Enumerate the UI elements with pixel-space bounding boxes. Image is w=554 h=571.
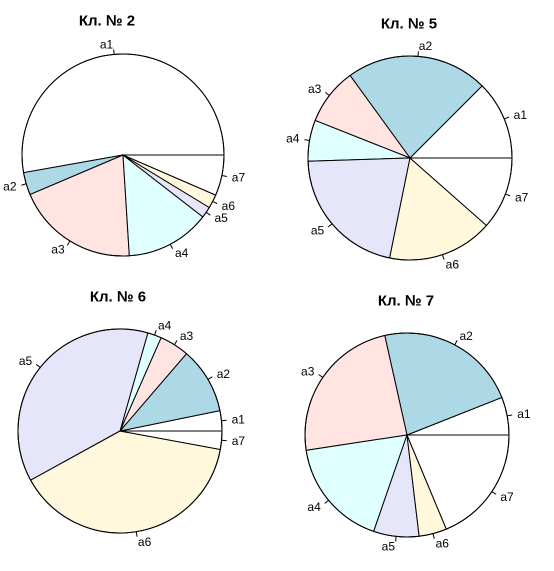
label-leader-line — [324, 499, 329, 504]
slice-label-a5: a5 — [311, 223, 325, 237]
label-leader-line — [304, 139, 310, 141]
label-leader-line — [21, 183, 27, 186]
label-leader-line — [318, 374, 324, 378]
slice-label-a5: a5 — [214, 211, 228, 225]
slice-label-a4: a4 — [307, 500, 321, 514]
label-leader-line — [212, 200, 218, 205]
label-leader-line — [432, 533, 435, 539]
pie-outline — [21, 53, 225, 257]
label-leader-line — [66, 240, 71, 246]
label-leader-line — [441, 254, 445, 260]
slice-label-a6: a6 — [138, 535, 152, 549]
slice-label-a1: a1 — [100, 37, 114, 51]
slice-label-a2: a2 — [419, 39, 433, 53]
slice-label-a2: a2 — [217, 367, 231, 381]
slice-label-a3: a3 — [180, 329, 194, 343]
slice-label-a3: a3 — [51, 243, 65, 257]
slice-label-a5: a5 — [19, 354, 33, 368]
slice-label-a3: a3 — [301, 365, 315, 379]
slice-label-a4: a4 — [175, 246, 189, 260]
slice-label-a3: a3 — [308, 82, 322, 96]
slice-label-a6: a6 — [436, 537, 450, 551]
label-leader-line — [325, 91, 330, 96]
slice-label-a6: a6 — [446, 257, 460, 271]
slice-label-a1: a1 — [517, 407, 531, 421]
label-leader-line — [504, 116, 510, 120]
chart-title: Кл. № 6 — [90, 289, 146, 306]
label-leader-line — [173, 340, 178, 345]
slice-label-a2: a2 — [460, 329, 474, 343]
pie-outline — [307, 55, 513, 261]
label-leader-line — [35, 363, 41, 368]
label-leader-line — [135, 531, 138, 537]
chart-title: Кл. № 7 — [378, 293, 434, 310]
pie-outline — [304, 332, 510, 538]
label-leader-line — [154, 330, 157, 336]
pie-outline — [17, 328, 223, 534]
label-leader-line — [205, 211, 211, 216]
slice-label-a7: a7 — [500, 490, 514, 504]
label-leader-line — [505, 193, 511, 197]
label-leader-line — [221, 174, 227, 177]
label-leader-line — [395, 536, 397, 542]
slice-label-a5: a5 — [382, 540, 396, 554]
slice-label-a2: a2 — [3, 180, 17, 194]
slice-label-a7: a7 — [515, 191, 529, 205]
label-leader-line — [221, 419, 227, 422]
chart-title: Кл. № 2 — [79, 13, 135, 30]
label-leader-line — [491, 491, 497, 495]
slice-label-a7: a7 — [232, 171, 246, 185]
slice-label-a1: a1 — [514, 108, 528, 122]
label-leader-line — [327, 223, 333, 228]
label-leader-line — [507, 414, 513, 417]
label-leader-line — [207, 376, 213, 380]
label-leader-line — [169, 244, 174, 249]
slice-label-a4: a4 — [158, 318, 172, 332]
slice-label-a6: a6 — [222, 199, 236, 213]
slice-label-a1: a1 — [232, 413, 246, 427]
slice-label-a4: a4 — [286, 132, 300, 146]
slice-label-a7: a7 — [232, 434, 246, 448]
chart-title: Кл. № 5 — [381, 16, 437, 33]
label-leader-line — [454, 340, 458, 346]
